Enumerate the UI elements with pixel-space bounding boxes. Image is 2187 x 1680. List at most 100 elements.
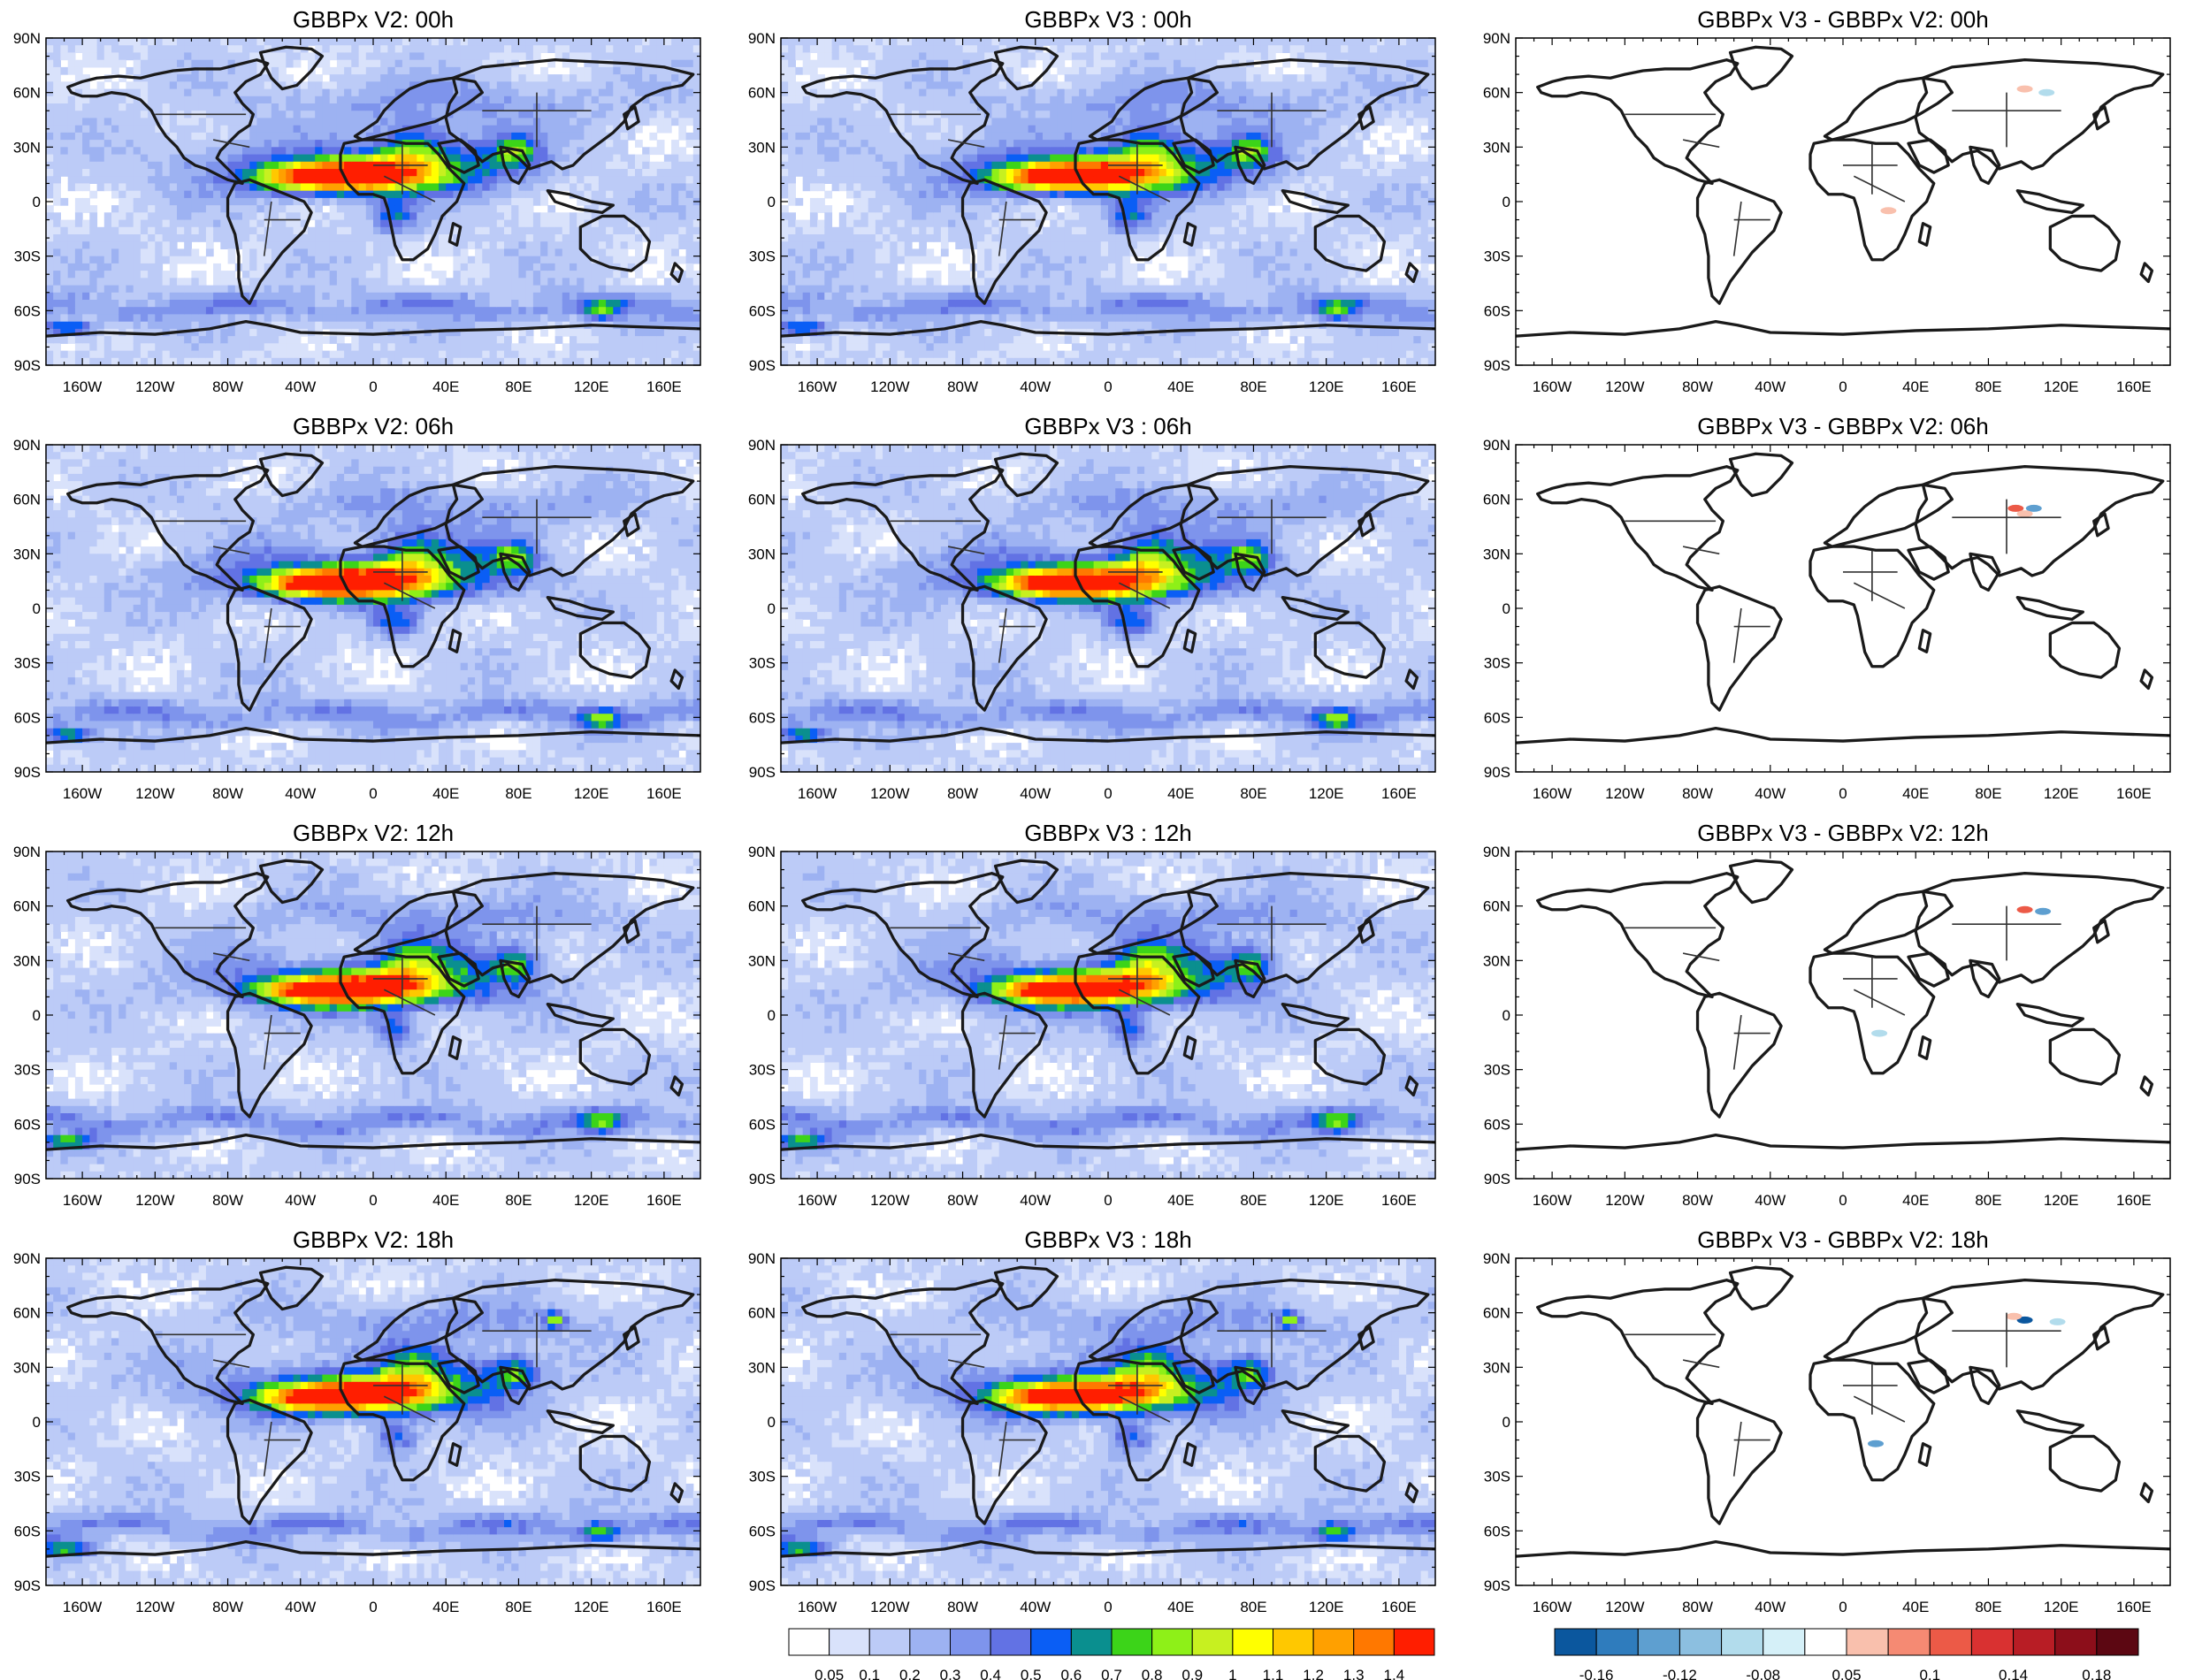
field-cell xyxy=(628,293,636,301)
field-cell xyxy=(134,336,141,344)
field-cell xyxy=(163,38,171,46)
field-cell xyxy=(781,300,789,308)
field-cell xyxy=(613,286,621,294)
field-cell xyxy=(351,162,359,170)
field-cell xyxy=(89,220,97,228)
field-cell xyxy=(468,111,476,118)
field-cell xyxy=(126,155,134,163)
field-cell xyxy=(286,126,294,134)
field-cell xyxy=(279,278,287,286)
field-cell xyxy=(301,248,309,256)
field-cell xyxy=(271,278,279,286)
field-cell xyxy=(373,336,381,344)
field-cell xyxy=(453,126,461,134)
field-cell xyxy=(832,256,840,264)
field-cell xyxy=(191,307,199,315)
field-cell xyxy=(468,263,476,271)
field-cell xyxy=(868,286,876,294)
field-cell xyxy=(330,162,338,170)
field-cell xyxy=(511,133,519,141)
field-cell xyxy=(518,52,526,60)
field-cell xyxy=(256,248,264,256)
field-cell xyxy=(599,74,607,82)
field-cell xyxy=(686,81,694,89)
field-cell xyxy=(540,278,548,286)
field-cell xyxy=(344,74,352,82)
field-cell xyxy=(111,314,119,322)
field-cell xyxy=(621,336,629,344)
field-cell xyxy=(286,307,294,315)
field-cell xyxy=(148,183,156,191)
field-cell xyxy=(249,183,257,191)
field-cell xyxy=(184,103,192,111)
field-cell xyxy=(228,96,236,104)
field-cell xyxy=(533,278,541,286)
field-cell xyxy=(613,241,621,249)
field-cell xyxy=(490,45,498,53)
field-cell xyxy=(540,307,548,315)
field-cell xyxy=(380,38,388,46)
field-cell xyxy=(111,81,119,89)
field-cell xyxy=(686,176,694,184)
field-cell xyxy=(941,74,949,82)
field-cell xyxy=(562,176,570,184)
field-cell xyxy=(788,103,796,111)
field-cell xyxy=(592,45,600,53)
field-cell xyxy=(82,300,90,308)
field-cell xyxy=(577,286,585,294)
field-cell xyxy=(53,300,61,308)
field-cell xyxy=(286,103,294,111)
field-cell xyxy=(206,351,214,359)
field-cell xyxy=(678,191,686,199)
field-cell xyxy=(170,300,178,308)
field-cell xyxy=(351,293,359,301)
field-cell xyxy=(613,293,621,301)
field-cell xyxy=(228,336,236,344)
field-cell xyxy=(155,205,163,213)
field-cell xyxy=(890,205,898,213)
field-cell xyxy=(402,169,410,177)
field-cell xyxy=(832,126,840,134)
field-cell xyxy=(824,111,832,118)
field-cell xyxy=(60,256,68,264)
field-cell xyxy=(60,118,68,126)
field-cell xyxy=(649,220,657,228)
field-cell xyxy=(134,183,141,191)
field-cell xyxy=(898,162,906,170)
field-cell xyxy=(839,227,847,235)
field-cell xyxy=(359,256,367,264)
field-cell xyxy=(577,278,585,286)
field-cell xyxy=(860,155,868,163)
field-cell xyxy=(795,322,803,330)
field-cell xyxy=(599,103,607,111)
field-cell xyxy=(264,314,272,322)
field-cell xyxy=(497,198,505,206)
field-cell xyxy=(359,271,367,279)
field-cell xyxy=(322,271,330,279)
field-cell xyxy=(446,60,454,68)
field-cell xyxy=(686,111,694,118)
field-cell xyxy=(839,241,847,249)
field-cell xyxy=(235,314,243,322)
field-cell xyxy=(482,176,490,184)
field-cell xyxy=(475,103,483,111)
field-cell xyxy=(170,74,178,82)
field-cell xyxy=(53,126,61,134)
field-cell xyxy=(89,314,97,322)
field-cell xyxy=(810,241,818,249)
field-cell xyxy=(686,52,694,60)
field-cell xyxy=(540,147,548,155)
field-cell xyxy=(308,322,316,330)
field-cell xyxy=(475,111,483,118)
field-cell xyxy=(163,293,171,301)
field-cell xyxy=(504,111,512,118)
field-cell xyxy=(919,286,927,294)
field-cell xyxy=(468,278,476,286)
field-cell xyxy=(46,96,54,104)
field-cell xyxy=(446,293,454,301)
field-cell xyxy=(351,227,359,235)
field-cell xyxy=(504,336,512,344)
field-cell xyxy=(898,89,906,97)
field-cell xyxy=(490,183,498,191)
field-cell xyxy=(490,248,498,256)
